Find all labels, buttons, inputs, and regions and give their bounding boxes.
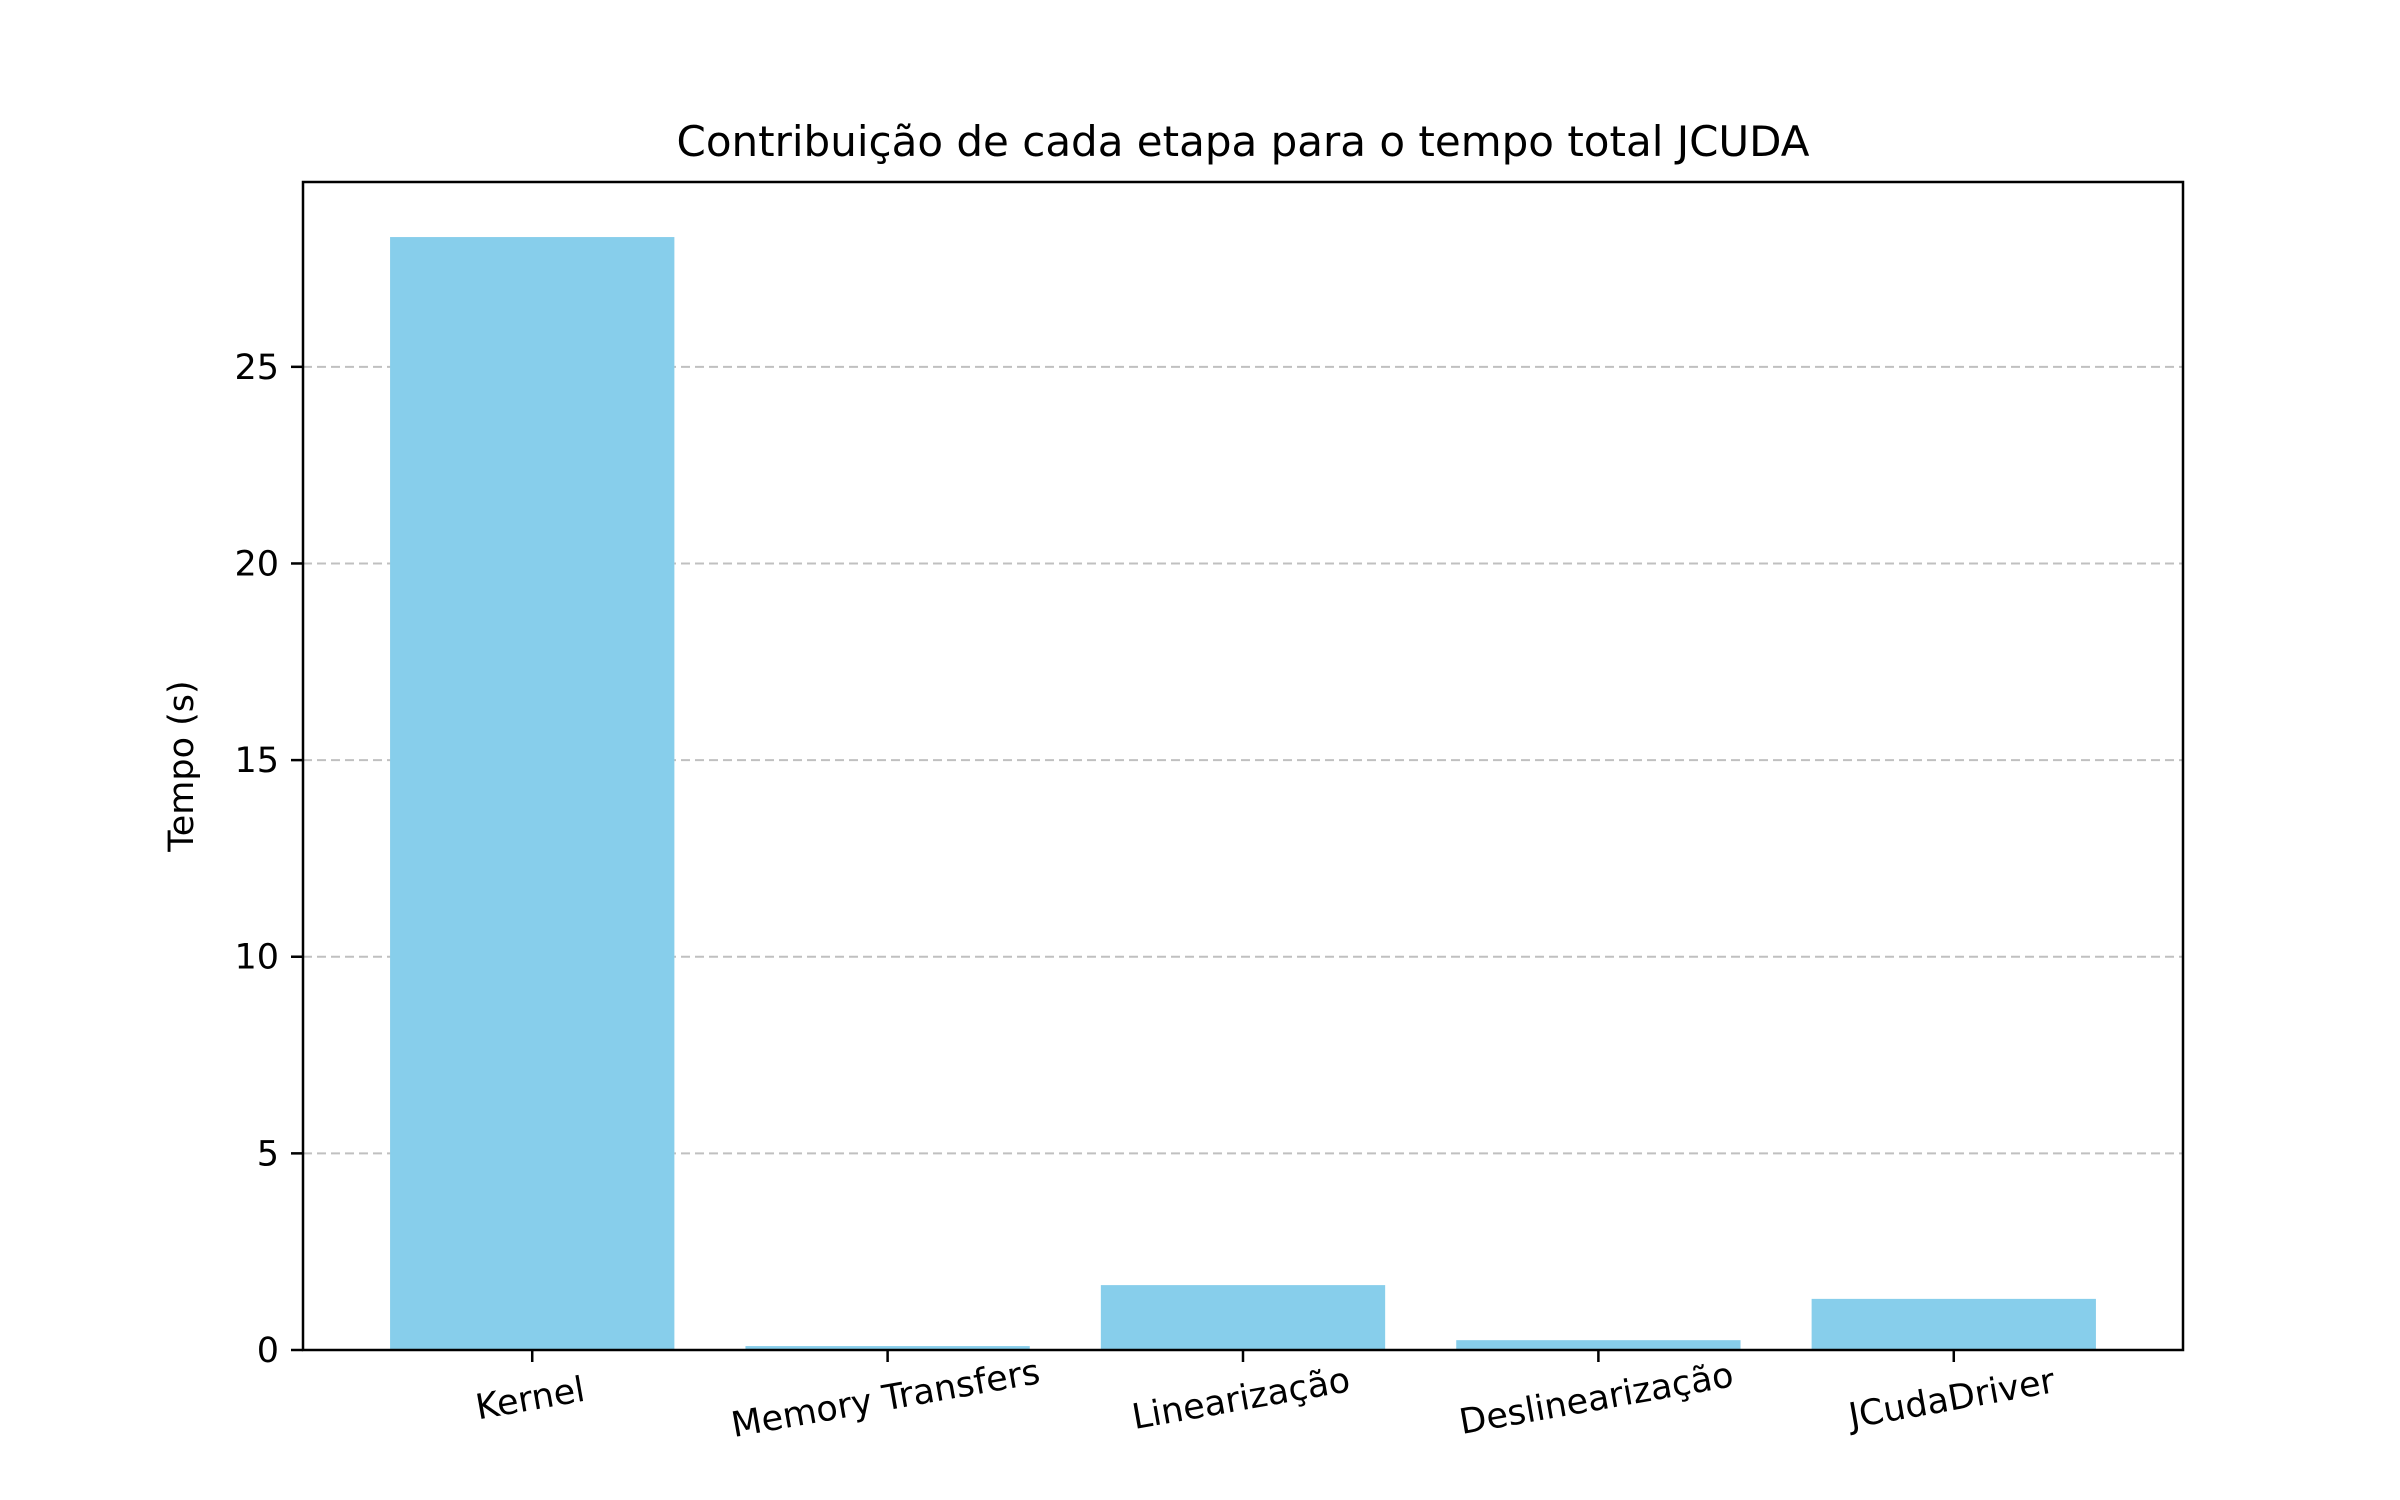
y-tick-label: 15 — [234, 741, 279, 781]
y-tick-label: 10 — [234, 938, 279, 978]
bars — [390, 237, 2096, 1350]
bar — [1100, 1285, 1386, 1350]
bar — [1811, 1298, 2096, 1350]
y-axis-label: Tempo (s) — [162, 680, 202, 852]
y-tick-label: 0 — [257, 1331, 279, 1371]
y-axis-ticks: 0 5 10 15 20 25 — [234, 348, 303, 1371]
bar — [745, 1346, 1030, 1350]
bar — [1456, 1340, 1741, 1350]
y-tick-label: 20 — [234, 544, 279, 584]
chart-title: Contribuição de cada etapa para o tempo … — [677, 117, 1810, 166]
y-tick-label: 5 — [257, 1134, 279, 1174]
y-tick-label: 25 — [234, 348, 279, 388]
bar — [390, 237, 675, 1350]
